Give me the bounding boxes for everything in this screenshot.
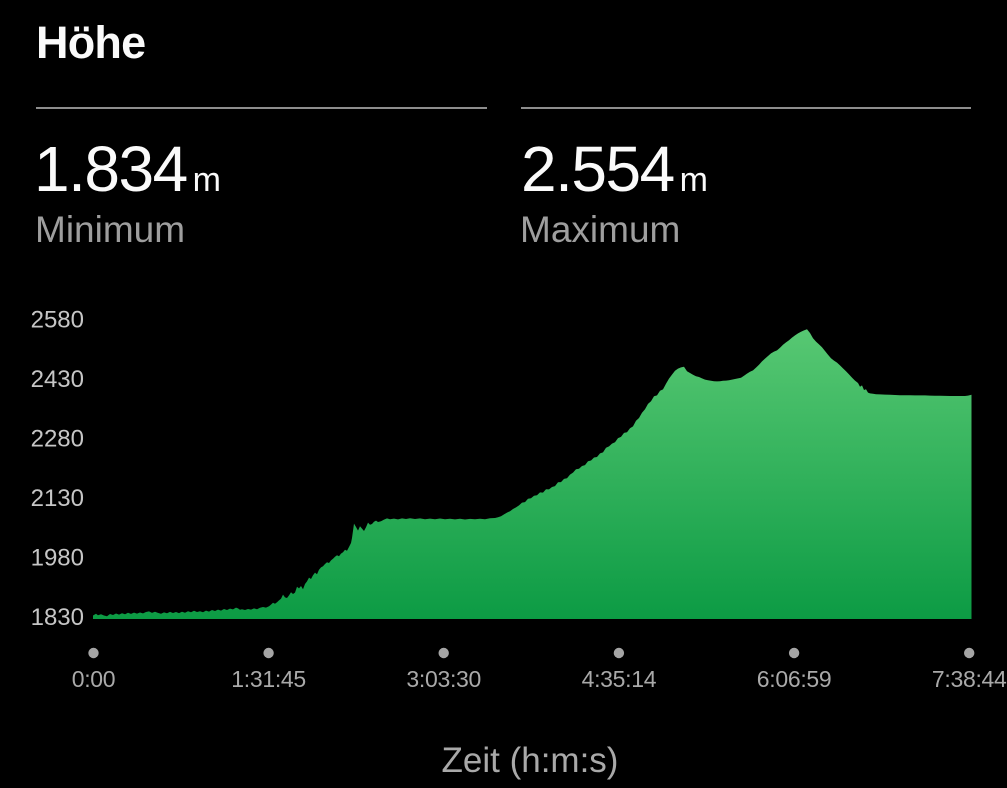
svg-text:3:03:30: 3:03:30	[406, 666, 481, 692]
svg-text:2580: 2580	[31, 306, 84, 333]
svg-text:1830: 1830	[31, 604, 84, 631]
svg-text:4:35:14: 4:35:14	[582, 666, 657, 692]
svg-text:6:06:59: 6:06:59	[757, 666, 832, 692]
svg-text:1980: 1980	[31, 544, 84, 571]
svg-text:2430: 2430	[31, 366, 84, 393]
svg-text:0:00: 0:00	[72, 666, 116, 692]
svg-text:7:38:44: 7:38:44	[932, 666, 1007, 692]
svg-text:2280: 2280	[31, 425, 84, 452]
svg-text:1:31:45: 1:31:45	[231, 666, 306, 692]
svg-text:Zeit (h:m:s): Zeit (h:m:s)	[442, 741, 619, 780]
svg-text:2130: 2130	[31, 485, 84, 512]
